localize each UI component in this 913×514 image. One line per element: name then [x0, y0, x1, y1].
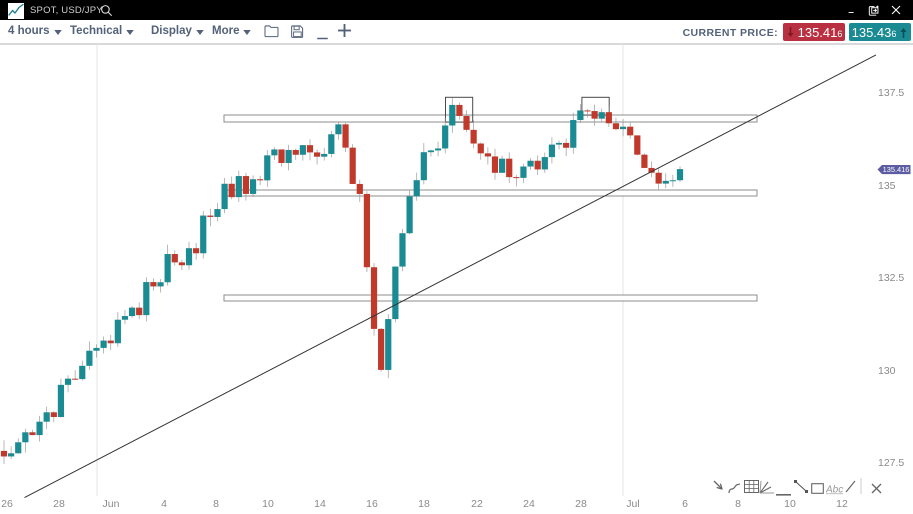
svg-text:14: 14	[314, 498, 326, 510]
svg-text:135: 135	[878, 180, 896, 192]
svg-text:28: 28	[575, 498, 587, 510]
svg-text:Jul: Jul	[626, 498, 639, 510]
svg-text:18: 18	[418, 498, 430, 510]
svg-text:26: 26	[1, 498, 13, 510]
svg-text:137.5: 137.5	[878, 87, 904, 99]
svg-text:10: 10	[262, 498, 274, 510]
svg-text:24: 24	[523, 498, 535, 510]
svg-text:6: 6	[682, 498, 688, 510]
svg-text:22: 22	[471, 498, 483, 510]
svg-text:4: 4	[161, 498, 167, 510]
svg-text:28: 28	[53, 498, 65, 510]
svg-text:Abc: Abc	[826, 485, 843, 496]
svg-text:130: 130	[878, 365, 896, 377]
svg-text:127.5: 127.5	[878, 457, 904, 469]
svg-text:16: 16	[366, 498, 378, 510]
svg-text:8: 8	[213, 498, 219, 510]
svg-text:Jun: Jun	[103, 498, 120, 510]
svg-text:132.5: 132.5	[878, 272, 904, 284]
svg-text:135.416: 135.416	[883, 165, 910, 174]
svg-text:8: 8	[735, 498, 741, 510]
